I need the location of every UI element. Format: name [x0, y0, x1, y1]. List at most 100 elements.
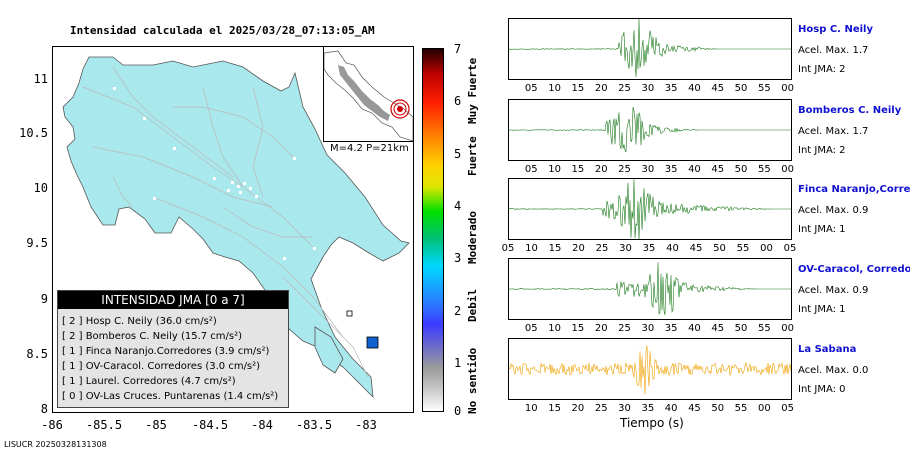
map-y-tick: 8.5 — [26, 347, 48, 361]
trace-time-tick: 55 — [757, 83, 771, 94]
station-marker — [346, 310, 353, 317]
colorbar-tick: 2 — [454, 304, 462, 318]
trace-time-tick: 25 — [618, 164, 631, 175]
legend-row: [ 2 ] Bomberos C. Neily (15.7 cm/s²) — [62, 331, 243, 342]
seismogram-panel[interactable] — [508, 178, 792, 241]
map-x-tick: -85 — [145, 418, 167, 432]
map-y-tick: 10.5 — [19, 126, 48, 140]
trace-time-tick: 35 — [664, 83, 678, 94]
trace-time-tick: 10 — [548, 83, 561, 94]
trace-time-tick: 05 — [501, 243, 515, 254]
map-x-tick: -84 — [251, 418, 273, 432]
colorbar-tick: 7 — [454, 42, 462, 56]
station-acceleration: Acel. Max. 1.7 — [798, 126, 869, 137]
seismogram-panel[interactable] — [508, 99, 792, 161]
trace-time-tick: 20 — [571, 403, 585, 414]
trace-time-tick: 40 — [688, 83, 701, 94]
seismogram-panel[interactable] — [508, 338, 792, 400]
trace-time-tick: 35 — [664, 164, 678, 175]
trace-time-tick: 30 — [641, 83, 655, 94]
seismogram-panel[interactable] — [508, 18, 792, 80]
trace-time-tick: 50 — [734, 164, 748, 175]
towns — [113, 87, 346, 310]
trace-time-tick: 30 — [641, 323, 655, 334]
trace-time-tick: 25 — [595, 243, 609, 254]
trace-time-tick: 55 — [736, 243, 750, 254]
map-y-tick: 10 — [33, 181, 48, 195]
legend-row: [ 1 ] Finca Naranjo.Corredores (3.9 cm/s… — [62, 346, 270, 357]
station-intensity: Int JMA: 1 — [798, 304, 846, 315]
intensity-colorbar — [422, 48, 444, 412]
station-acceleration: Acel. Max. 1.7 — [798, 45, 869, 56]
legend-row: [ 2 ] Hosp C. Neily (36.0 cm/s²) — [62, 316, 217, 327]
colorbar-tick: 1 — [454, 356, 462, 370]
station-acceleration: Acel. Max. 0.9 — [798, 285, 869, 296]
trace-time-tick: 45 — [689, 243, 703, 254]
station-name: Hosp C. Neily — [798, 24, 873, 35]
trace-time-tick: 40 — [688, 164, 701, 175]
trace-time-tick: 55 — [757, 323, 771, 334]
colorbar-tick: 4 — [454, 199, 462, 213]
trace-time-tick: 05 — [783, 243, 797, 254]
station-acceleration: Acel. Max. 0.0 — [798, 365, 869, 376]
trace-time-tick: 35 — [641, 403, 655, 414]
colorbar-tick: 0 — [454, 404, 462, 418]
trace-time-tick: 55 — [757, 164, 771, 175]
station-acceleration: Acel. Max. 0.9 — [798, 205, 869, 216]
colorbar-class-label: Moderado — [466, 211, 479, 264]
trace-time-tick: 30 — [619, 243, 632, 254]
trace-time-tick: 20 — [594, 164, 608, 175]
map-title: Intensidad calculada el 2025/03/28_07:13… — [70, 24, 375, 37]
legend-row: [ 1 ] OV-Caracol. Corredores (3.0 cm/s²) — [62, 361, 261, 372]
colorbar-class-label: Muy Fuerte — [466, 57, 479, 124]
seismogram-trace — [508, 107, 791, 153]
seismogram-panel[interactable] — [508, 258, 792, 320]
trace-time-tick: 20 — [594, 83, 608, 94]
trace-time-tick: 20 — [594, 323, 608, 334]
trace-time-tick: 15 — [571, 323, 585, 334]
legend-row: [ 0 ] OV-Las Cruces. Puntarenas (1.4 cm/… — [62, 391, 279, 402]
trace-time-tick: 10 — [548, 164, 561, 175]
station-name: OV-Caracol, Corredores — [798, 264, 910, 275]
map-y-tick: 8 — [40, 402, 48, 416]
seismogram-trace — [508, 262, 791, 315]
trace-time-tick: 15 — [571, 164, 585, 175]
colorbar-tick: 3 — [454, 251, 462, 265]
map-x-tick: -86 — [41, 418, 63, 432]
station-intensity: Int JMA: 0 — [798, 384, 846, 395]
costa-rica-map — [62, 56, 410, 399]
map-y-tick: 9.5 — [26, 236, 48, 250]
map-x-tick: -83.5 — [295, 418, 333, 432]
map-x-tick: -84.5 — [191, 418, 229, 432]
trace-time-tick: 25 — [618, 323, 631, 334]
trace-time-tick: 00 — [757, 403, 771, 414]
trace-time-tick: 00 — [781, 83, 795, 94]
trace-time-tick: 45 — [711, 323, 725, 334]
map-x-tick: -85.5 — [85, 418, 123, 432]
trace-time-tick: 05 — [781, 403, 795, 414]
colorbar-tick: 6 — [454, 94, 462, 108]
epicenter-ring-icon — [390, 99, 410, 119]
trace-time-tick: 10 — [525, 243, 538, 254]
colorbar-class-label: Debil — [466, 288, 479, 322]
roads — [82, 66, 369, 378]
colorbar-class-label: No sentido — [466, 347, 479, 414]
trace-time-tick: 05 — [524, 83, 538, 94]
trace-time-tick: 45 — [711, 83, 725, 94]
trace-time-tick: 35 — [642, 243, 656, 254]
epicenter-marker — [366, 336, 379, 349]
station-intensity: Int JMA: 2 — [798, 64, 846, 75]
trace-time-tick: 40 — [666, 243, 679, 254]
station-name: La Sabana — [798, 344, 857, 355]
trace-time-tick: 50 — [711, 403, 725, 414]
magnitude-label: M=4.2 P=21km — [330, 143, 409, 154]
trace-time-tick: 50 — [734, 83, 748, 94]
footer-id: LISUCR 20250328131308 — [4, 440, 107, 449]
inset-map — [323, 46, 414, 142]
trace-time-tick: 50 — [734, 323, 748, 334]
trace-time-tick: 40 — [664, 403, 678, 414]
station-intensity: Int JMA: 1 — [798, 224, 846, 235]
trace-time-tick: 35 — [664, 323, 678, 334]
station-name: Bomberos C. Neily — [798, 105, 902, 116]
trace-time-tick: 50 — [713, 243, 726, 254]
